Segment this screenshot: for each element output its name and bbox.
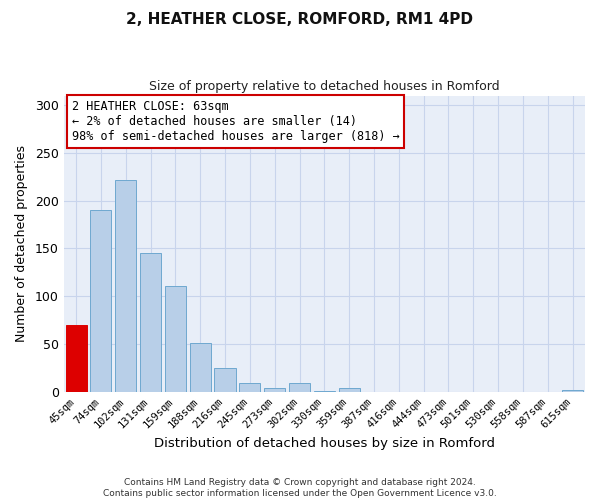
Text: 2, HEATHER CLOSE, ROMFORD, RM1 4PD: 2, HEATHER CLOSE, ROMFORD, RM1 4PD — [127, 12, 473, 28]
Bar — [214, 368, 236, 392]
Y-axis label: Number of detached properties: Number of detached properties — [15, 145, 28, 342]
Bar — [562, 390, 583, 392]
X-axis label: Distribution of detached houses by size in Romford: Distribution of detached houses by size … — [154, 437, 495, 450]
Bar — [289, 383, 310, 392]
Bar — [190, 343, 211, 392]
Bar — [91, 210, 112, 392]
Bar — [65, 325, 86, 392]
Bar — [165, 286, 186, 392]
Bar — [115, 180, 136, 392]
Bar — [338, 388, 360, 392]
Bar — [140, 253, 161, 392]
Bar — [264, 388, 285, 392]
Bar — [314, 390, 335, 392]
Text: 2 HEATHER CLOSE: 63sqm
← 2% of detached houses are smaller (14)
98% of semi-deta: 2 HEATHER CLOSE: 63sqm ← 2% of detached … — [71, 100, 399, 143]
Title: Size of property relative to detached houses in Romford: Size of property relative to detached ho… — [149, 80, 500, 93]
Bar — [239, 383, 260, 392]
Text: Contains HM Land Registry data © Crown copyright and database right 2024.
Contai: Contains HM Land Registry data © Crown c… — [103, 478, 497, 498]
